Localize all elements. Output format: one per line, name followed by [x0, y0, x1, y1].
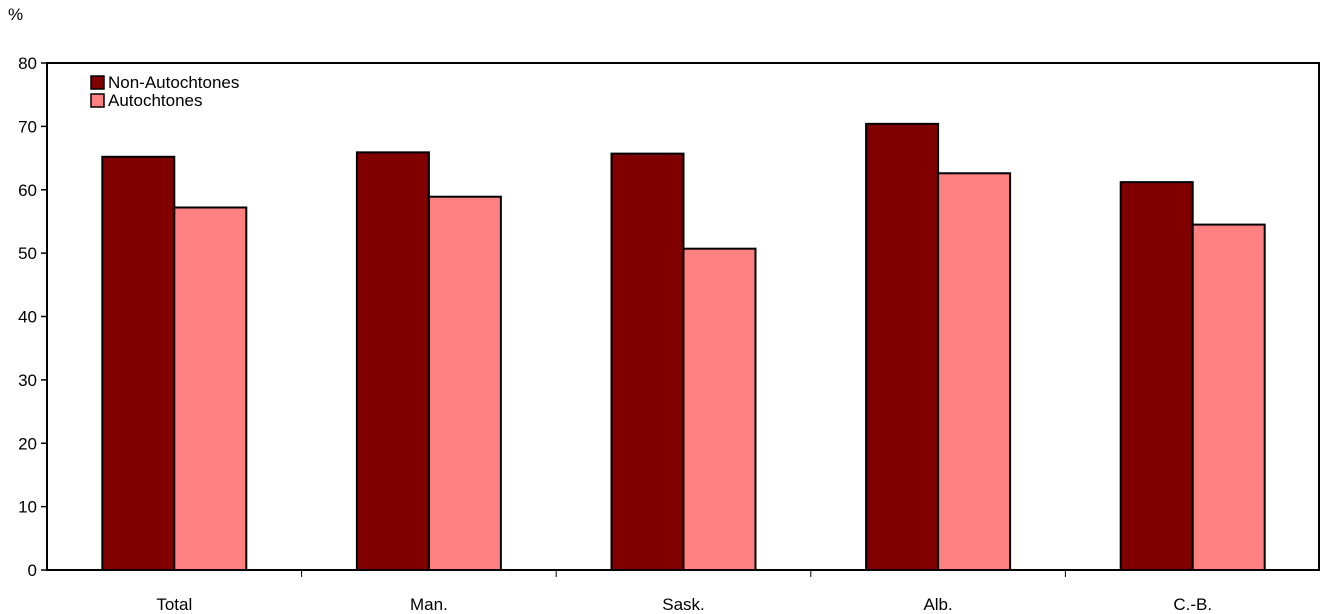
x-tick-label: Alb. — [923, 595, 952, 614]
bar-autochtones-4 — [1191, 223, 1266, 571]
y-tick-label: 80 — [18, 54, 37, 73]
y-tick-label: 40 — [18, 308, 37, 327]
y-tick-label: 10 — [18, 498, 37, 517]
bar-non-autochtones-0 — [101, 155, 176, 571]
legend-swatch — [90, 93, 105, 108]
y-tick-label: 70 — [18, 117, 37, 136]
bar-autochtones-3 — [937, 172, 1012, 572]
y-axis-label: % — [8, 5, 23, 24]
plot-area: 0 10 20 30 40 50 60 70 80 Total Man. Sask. Alb. C.-B. — [18, 54, 1320, 614]
bar-non-autochtones-2 — [610, 152, 685, 571]
y-tick-label: 20 — [18, 434, 37, 453]
x-tick-label: Total — [156, 595, 192, 614]
bar-autochtones-1 — [427, 195, 502, 571]
y-tick-label: 30 — [18, 371, 37, 390]
bar-non-autochtones-4 — [1119, 181, 1194, 572]
bar-non-autochtones-3 — [865, 122, 940, 571]
legend-label: Non-Autochtones — [108, 73, 239, 92]
bar-autochtones-2 — [682, 247, 757, 571]
legend-swatch — [90, 75, 105, 90]
y-tick-label: 60 — [18, 181, 37, 200]
x-tick-label: Man. — [410, 595, 448, 614]
bar-autochtones-0 — [173, 206, 248, 571]
x-tick-label: C.-B. — [1173, 595, 1212, 614]
x-tick-label: Sask. — [662, 595, 705, 614]
y-tick-label: 50 — [18, 244, 37, 263]
legend-label: Autochtones — [108, 91, 203, 110]
y-tick-label: 0 — [28, 561, 37, 580]
bar-non-autochtones-1 — [355, 151, 430, 571]
